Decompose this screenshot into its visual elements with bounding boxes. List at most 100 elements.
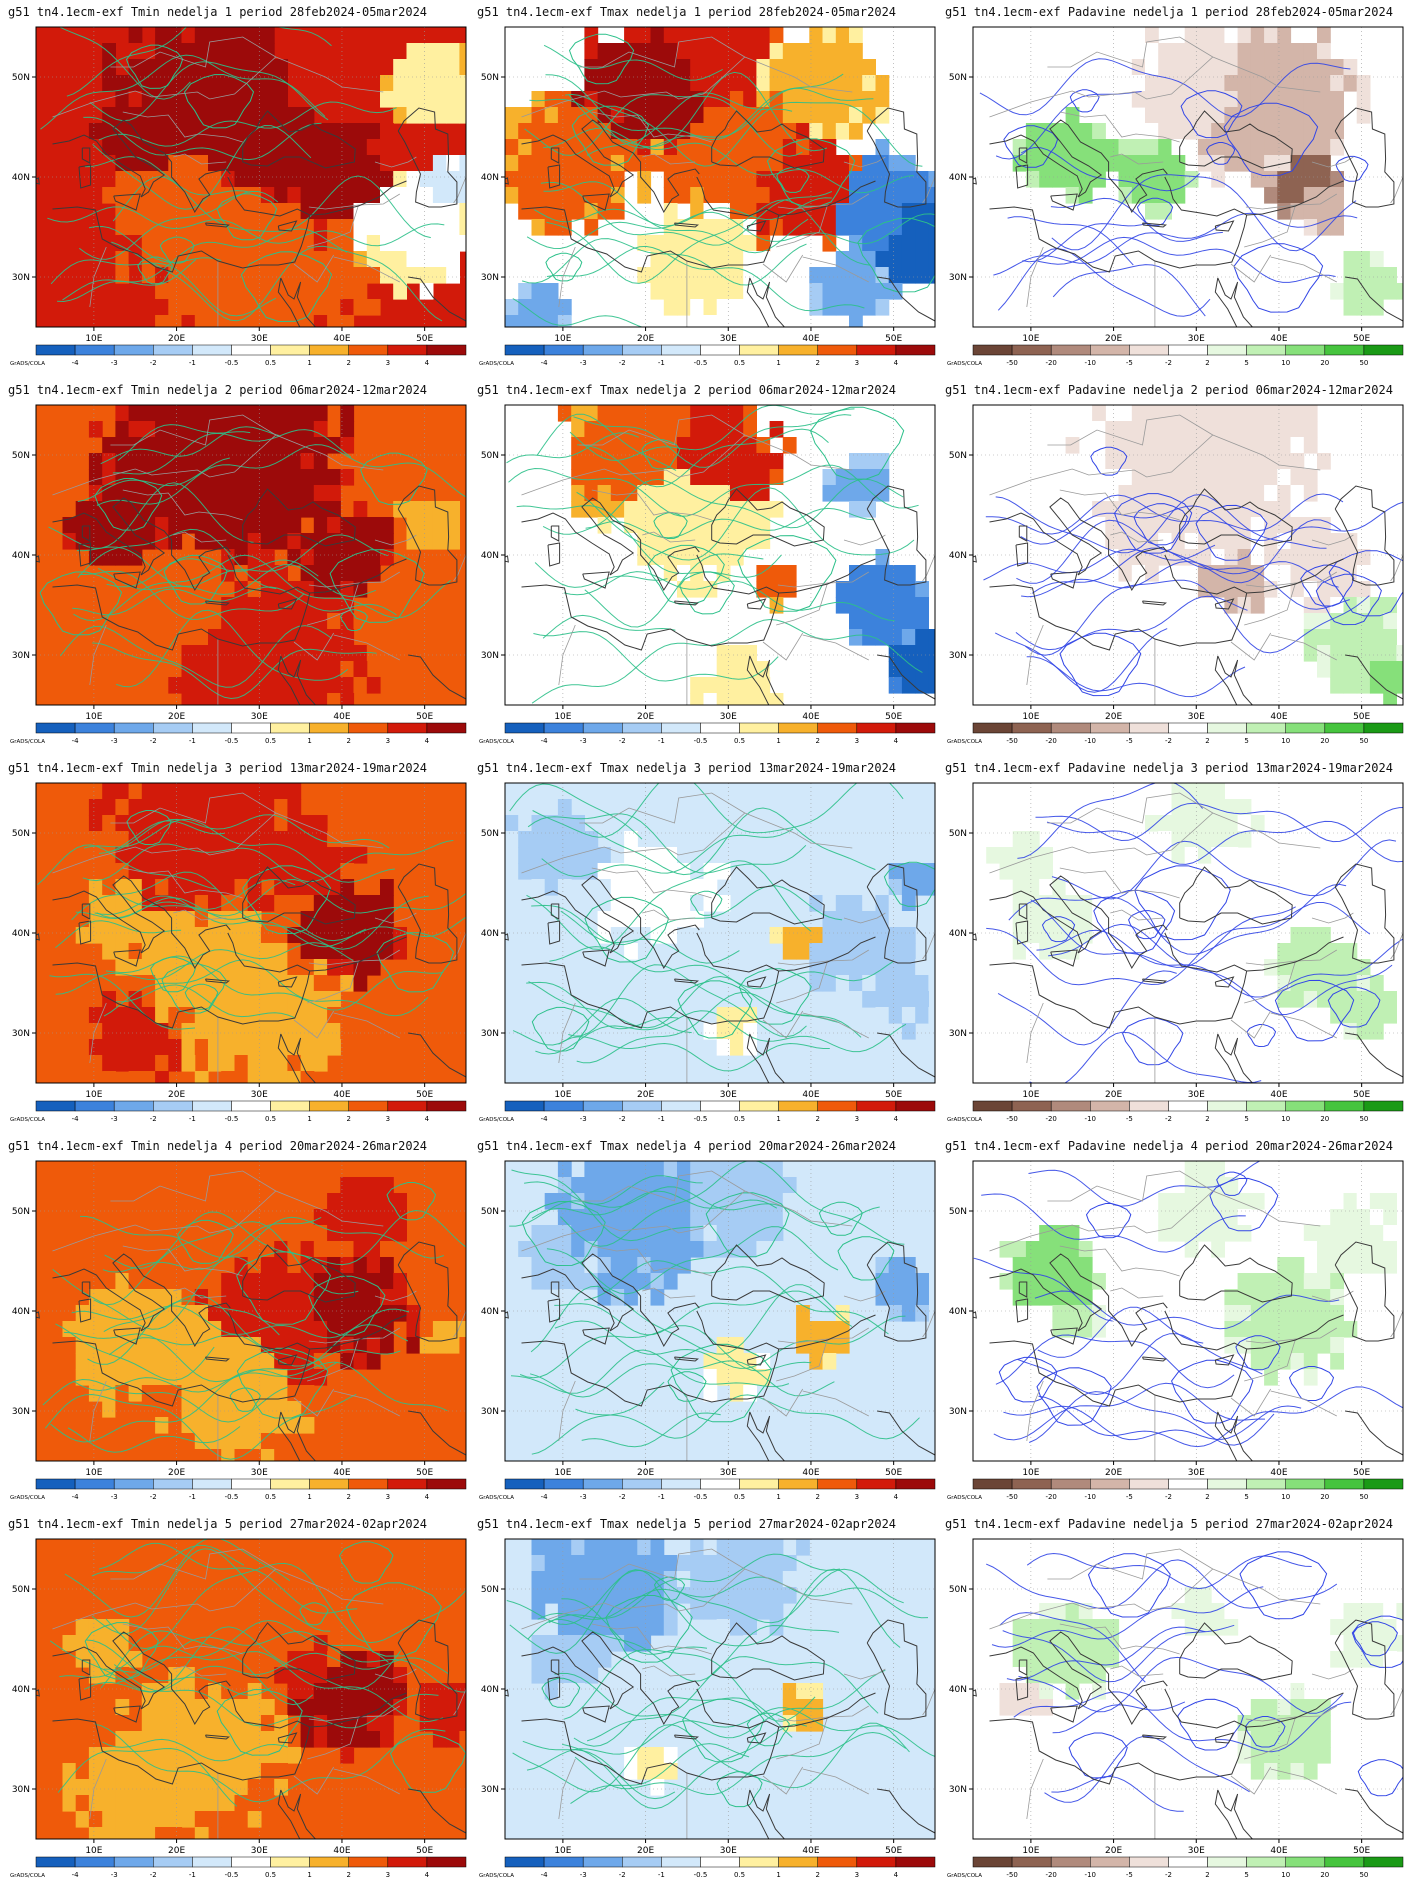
colorbar-swatch [582,344,623,356]
colorbar-swatch [895,344,936,356]
colorbar-label: -0.5 [694,1115,708,1123]
colorbar-swatch [739,1856,779,1868]
colorbar-label: 10 [1281,737,1290,745]
colorbar-label: -50 [1006,359,1017,367]
lat-tick-label: 30N [481,1029,499,1039]
colorbar-swatch [1246,1856,1286,1868]
colorbar-swatch [700,722,740,734]
map-svg: 10E 20E 30E 40E 50E 50N 40N 30N -4 -3 -2 -1 -0.5 0.5 1… [10,782,467,1123]
colorbar-label: -4 [72,359,80,367]
lon-tick-label: 40E [802,712,819,722]
colorbar-label: -1 [189,1493,196,1501]
colorbar-swatch [309,344,349,356]
lon-tick-label: 20E [1105,712,1122,722]
lon-tick-label: 50E [1353,712,1370,722]
lat-tick-label: 40N [949,929,967,939]
lat-tick-label: 30N [949,1407,967,1417]
colorbar-label: -5 [1126,1115,1133,1123]
colorbar-swatch [895,722,936,734]
colorbar-swatch [778,1100,818,1112]
lon-tick-label: 30E [1188,712,1205,722]
lat-tick-label: 50N [949,73,967,83]
lat-tick-label: 50N [12,1207,30,1217]
lon-tick-label: 50E [416,712,433,722]
lon-tick-label: 40E [333,1468,350,1478]
map-svg: 10E 20E 30E 40E 50E 50N 40N 30N -4 -3 -2 -1 -0.5 0.5 1… [10,1160,467,1501]
colorbar-swatch [192,1478,232,1490]
colorbar-label: 0.5 [734,737,745,745]
colorbar-swatch [387,1856,428,1868]
colorbar-swatch [1363,1478,1404,1490]
colorbar-swatch [231,344,271,356]
lat-tick-label: 30N [12,1785,30,1795]
colorbar-swatch [817,1856,858,1868]
lon-tick-label: 10E [85,1846,102,1856]
colorbar-label: 4 [894,359,899,367]
precipitation-colorbar: -50 -20 -10 -5 -2 2 5 10 20 50 GrADS/COLA [947,344,1404,367]
colorbar-label: 1 [776,737,780,745]
grads-credit: GrADS/COLA [479,1873,514,1879]
colorbar-label: -50 [1006,737,1017,745]
lat-tick-label: 50N [481,1207,499,1217]
map-panel-padavine-week-2: g51 tn4.1ecm-exf Padavine nedelja 2 peri… [945,378,1407,756]
colorbar-label: 10 [1281,1493,1290,1501]
colorbar-label: -20 [1045,359,1056,367]
colorbar-label: -3 [580,1115,587,1123]
colorbar-label: 5 [1244,737,1248,745]
colorbar-label: 0.5 [265,1115,276,1123]
colorbar-label: 2 [815,737,819,745]
lat-tick-label: 40N [949,551,967,561]
lon-tick-label: 30E [720,1846,737,1856]
lon-tick-label: 40E [1270,334,1287,344]
lon-tick-label: 40E [802,1090,819,1100]
colorbar-label: -0.5 [694,1871,708,1879]
colorbar-label: 2 [1205,1493,1209,1501]
lon-tick-label: 50E [885,1090,902,1100]
colorbar-label: 4 [894,1871,899,1879]
colorbar-label: 0.5 [734,1493,745,1501]
colorbar-label: 10 [1281,359,1290,367]
colorbar-swatch [778,1856,818,1868]
colorbar-label: -0.5 [225,1493,239,1501]
lon-tick-label: 10E [1022,1468,1039,1478]
panel-title: g51 tn4.1ecm-exf Tmin nedelja 5 period 2… [8,1517,428,1531]
colorbar-swatch [778,344,818,356]
colorbar-swatch [1246,344,1286,356]
lon-tick-label: 20E [637,1846,654,1856]
lat-tick-label: 40N [12,1307,30,1317]
colorbar-label: -1 [658,1493,665,1501]
temperature-colorbar: -4 -3 -2 -1 -0.5 0.5 1 2 3 4 GrADS/COLA [479,1478,936,1501]
colorbar-label: -0.5 [225,1871,239,1879]
colorbar-swatch [700,1478,740,1490]
lat-tick-label: 40N [949,173,967,183]
lat-tick-label: 40N [12,551,30,561]
lat-tick-label: 30N [12,1407,30,1417]
colorbar-swatch [113,722,154,734]
colorbar-swatch [309,1856,349,1868]
colorbar-label: 2 [815,1871,819,1879]
lon-tick-label: 30E [720,712,737,722]
map-svg: 10E 20E 30E 40E 50E 50N 40N 30N -4 -3 -2 -1 -0.5 0.5 1… [10,404,467,745]
colorbar-label: -5 [1126,359,1133,367]
colorbar-swatch [426,1100,467,1112]
colorbar-label: -3 [111,359,118,367]
map-svg: 10E 20E 30E 40E 50E 50N 40N 30N -50 -20 -10 -5 -2 2 5 1… [947,1538,1404,1879]
colorbar-swatch [543,1856,584,1868]
map-svg: 10E 20E 30E 40E 50E 50N 40N 30N -4 -3 -2 -1 -0.5 0.5 1… [479,782,936,1123]
lon-tick-label: 50E [416,1468,433,1478]
lat-tick-label: 50N [12,73,30,83]
colorbar-swatch [1129,1100,1169,1112]
colorbar-label: -20 [1045,1871,1056,1879]
lon-tick-label: 10E [85,1468,102,1478]
colorbar-swatch [661,1100,701,1112]
temperature-colorbar: -4 -3 -2 -1 -0.5 0.5 1 2 3 4 GrADS/COLA [10,1856,467,1879]
colorbar-label: -2 [619,1871,626,1879]
colorbar-swatch [895,1856,936,1868]
colorbar-swatch [622,1478,662,1490]
colorbar-swatch [1090,722,1130,734]
colorbar-label: 2 [1205,1871,1209,1879]
colorbar-swatch [1324,722,1365,734]
colorbar-swatch [1090,1478,1130,1490]
colorbar-label: 50 [1359,1493,1368,1501]
lat-tick-label: 40N [481,173,499,183]
